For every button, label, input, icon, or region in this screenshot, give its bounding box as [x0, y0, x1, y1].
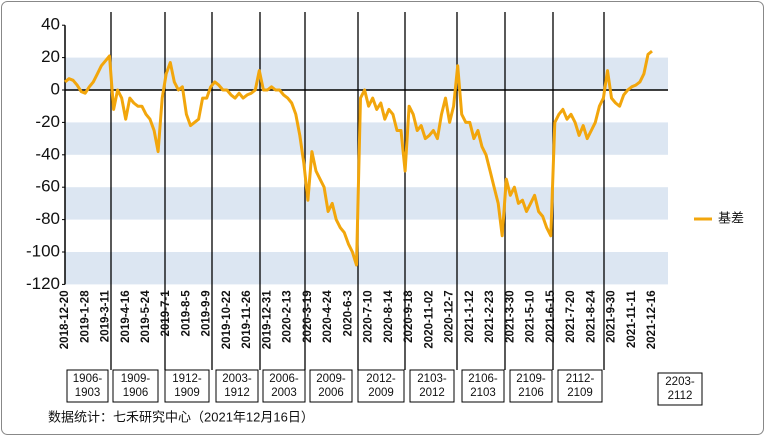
x-tick-label: 2020-9-18	[403, 290, 415, 343]
contract-label: 2106-	[468, 373, 498, 385]
x-tick-label: 2021-7-20	[565, 290, 577, 342]
y-tick-label: 20	[41, 47, 60, 66]
contract-box	[66, 369, 109, 403]
legend-label: 基差	[718, 210, 744, 225]
contract-label: 1912-	[172, 373, 202, 385]
x-tick-label: 2018-12-20	[59, 290, 71, 349]
x-tick-label: 2020-4-24	[322, 290, 334, 343]
y-tick-label: -60	[35, 177, 60, 196]
x-tick-label: 2019-3-11	[100, 290, 112, 342]
y-tick-label: -100	[26, 241, 60, 260]
x-tick-label: 2020-11-02	[423, 290, 435, 348]
contract-label: 2003-	[222, 373, 252, 385]
contract-box	[164, 369, 210, 403]
grid-band	[65, 57, 668, 90]
x-tick-label: 2021-5-10	[525, 290, 537, 342]
x-tick-label: 2019-11-26	[241, 290, 253, 348]
contract-label: 2012	[419, 387, 445, 399]
x-tick-label: 2020-3-19	[302, 290, 314, 342]
contract-label: 1912	[224, 387, 250, 399]
contract-label: 2009	[368, 387, 394, 399]
contract-label: 2112-	[566, 373, 595, 385]
contract-box	[409, 369, 455, 403]
x-tick-label: 2021-1-12	[464, 290, 476, 342]
y-tick-label: 0	[51, 79, 60, 98]
x-tick-label: 2019-7-1	[160, 290, 172, 337]
x-tick-label: 2019-9-9	[201, 290, 213, 336]
contract-label: 2009-	[316, 373, 346, 385]
contract-label: 2109	[567, 387, 593, 399]
x-tick-label: 2019-12-31	[261, 290, 273, 349]
contract-label: 2106	[518, 387, 544, 399]
contract-label: 2203-	[665, 376, 695, 388]
contract-box	[657, 372, 703, 406]
contract-label: 2006-	[269, 373, 299, 385]
contract-box	[112, 369, 159, 403]
contract-label: 2109-	[516, 373, 546, 385]
contract-label: 1909-	[121, 373, 151, 385]
contract-label: 2112	[668, 390, 693, 402]
y-tick-label: -80	[35, 209, 60, 228]
x-tick-label: 2021-11-11	[626, 290, 638, 348]
x-tick-label: 2020-7-10	[363, 290, 375, 342]
contract-label: 1903	[75, 387, 101, 399]
y-tick-label: 40	[41, 15, 60, 34]
x-tick-label: 2021-8-24	[585, 290, 597, 343]
x-tick-label: 2020-2-13	[282, 290, 294, 342]
x-tick-label: 2019-4-16	[120, 290, 132, 342]
contract-box	[262, 369, 306, 403]
y-tick-label: -40	[35, 144, 60, 163]
contract-label: 2103-	[417, 373, 447, 385]
contract-label: 1906-	[73, 373, 103, 385]
x-tick-label: 2019-1-28	[79, 290, 91, 343]
x-tick-label: 2019-5-24	[140, 290, 152, 343]
line	[64, 49, 653, 267]
x-tick-label: 2021-6-15	[545, 290, 557, 343]
contract-label: 2003	[271, 387, 297, 399]
x-tick-label: 2020-12-7	[444, 290, 456, 342]
x-tick-label: 2021-9-30	[606, 290, 618, 342]
source-note: 数据统计：七禾研究中心（2021年12月16日）	[48, 409, 314, 424]
x-tick-label: 2020-8-14	[383, 290, 395, 343]
contract-box	[509, 369, 553, 403]
contract-box	[309, 369, 353, 403]
contract-box	[357, 369, 405, 403]
contract-label: 2012-	[366, 373, 396, 385]
contract-label: 2006	[318, 387, 344, 399]
contract-box	[557, 369, 603, 403]
contract-box	[215, 369, 259, 403]
y-tick-label: -20	[35, 112, 60, 131]
contract-label: 2103	[470, 387, 496, 399]
x-tick-label: 2021-3-30	[504, 290, 516, 342]
x-tick-label: 2021-12-16	[646, 290, 658, 349]
x-tick-label: 2019-10-22	[221, 290, 233, 349]
x-tick-label: 2019-8-5	[180, 290, 192, 337]
x-tick-label: 2021-2-23	[484, 290, 496, 342]
contract-label: 1909	[174, 387, 200, 399]
grid-band	[65, 252, 668, 285]
contract-box	[461, 369, 505, 403]
grid-band	[65, 187, 668, 220]
y-tick-label: -120	[26, 274, 60, 293]
x-tick-label: 2020-6-3	[342, 290, 354, 336]
contract-label: 1906	[123, 387, 149, 399]
